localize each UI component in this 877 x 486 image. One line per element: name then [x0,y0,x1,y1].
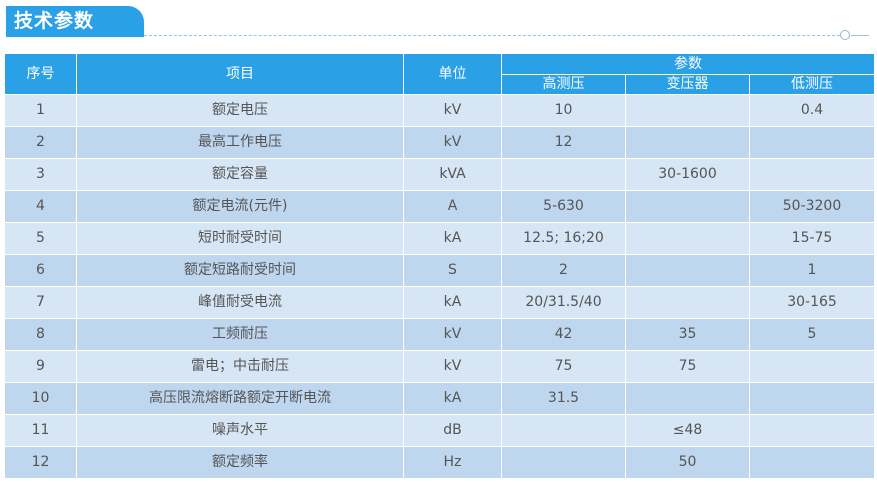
cell-transformer [626,222,750,254]
cell-item: 额定电压 [77,94,404,126]
cell-low-side [750,382,875,414]
cell-item: 额定短路耐受时间 [77,254,404,286]
cell-transformer: 50 [626,446,750,478]
cell-unit: S [404,254,502,286]
title-divider [144,35,840,36]
cell-unit: dB [404,414,502,446]
cell-seq: 7 [5,286,77,318]
header-seq: 序号 [5,54,77,94]
table-row: 4 额定电流(元件) A 5-630 50-3200 [5,190,875,222]
cell-transformer [626,94,750,126]
cell-low-side [750,414,875,446]
cell-seq: 5 [5,222,77,254]
table-row: 9 雷电；中击耐压 kV 75 75 [5,350,875,382]
cell-unit: kV [404,126,502,158]
cell-item: 额定频率 [77,446,404,478]
cell-seq: 8 [5,318,77,350]
cell-low-side: 30-165 [750,286,875,318]
cell-unit: Hz [404,446,502,478]
cell-item: 峰值耐受电流 [77,286,404,318]
table-row: 10 高压限流熔断路额定开断电流 kA 31.5 [5,382,875,414]
cell-high-side: 10 [502,94,626,126]
table-row: 3 额定容量 kVA 30-1600 [5,158,875,190]
cell-low-side [750,126,875,158]
cell-transformer [626,382,750,414]
table-row: 11 噪声水平 dB ≤48 [5,414,875,446]
cell-high-side: 12.5; 16;20 [502,222,626,254]
cell-high-side [502,446,626,478]
header-params: 参数 [502,54,875,74]
cell-low-side: 0.4 [750,94,875,126]
cell-item: 噪声水平 [77,414,404,446]
cell-low-side [750,158,875,190]
cell-transformer: 35 [626,318,750,350]
cell-unit: kA [404,286,502,318]
cell-seq: 12 [5,446,77,478]
cell-unit: kV [404,318,502,350]
cell-seq: 1 [5,94,77,126]
header-transformer: 变压器 [626,74,750,94]
spec-table: 序号 项目 单位 参数 高测压 变压器 低测压 1 额定电压 kV 10 0.4 2 最高工… [5,54,875,478]
cell-low-side: 15-75 [750,222,875,254]
cell-low-side [750,350,875,382]
cell-item: 最高工作电压 [77,126,404,158]
cell-transformer [626,286,750,318]
cell-high-side: 31.5 [502,382,626,414]
cell-transformer [626,126,750,158]
cell-seq: 3 [5,158,77,190]
cell-unit: kA [404,222,502,254]
cell-unit: A [404,190,502,222]
cell-unit: kV [404,350,502,382]
table-row: 2 最高工作电压 kV 12 [5,126,875,158]
cell-item: 高压限流熔断路额定开断电流 [77,382,404,414]
header-high-side: 高测压 [502,74,626,94]
cell-transformer: 75 [626,350,750,382]
cell-high-side: 75 [502,350,626,382]
cell-transformer [626,190,750,222]
cell-item: 短时耐受时间 [77,222,404,254]
cell-high-side: 2 [502,254,626,286]
cell-high-side: 20/31.5/40 [502,286,626,318]
table-row: 1 额定电压 kV 10 0.4 [5,94,875,126]
cell-item: 雷电；中击耐压 [77,350,404,382]
cell-low-side: 50-3200 [750,190,875,222]
cell-seq: 6 [5,254,77,286]
divider-end-line [851,35,869,36]
header-unit: 单位 [404,54,502,94]
cell-seq: 10 [5,382,77,414]
cell-high-side [502,158,626,190]
section-title: 技术参数 [14,10,95,32]
cell-low-side: 1 [750,254,875,286]
cell-high-side: 5-630 [502,190,626,222]
cell-seq: 4 [5,190,77,222]
cell-low-side: 5 [750,318,875,350]
cell-seq: 2 [5,126,77,158]
cell-high-side: 12 [502,126,626,158]
cell-high-side: 42 [502,318,626,350]
table-row: 5 短时耐受时间 kA 12.5; 16;20 15-75 [5,222,875,254]
table-row: 6 额定短路耐受时间 S 2 1 [5,254,875,286]
cell-unit: kVA [404,158,502,190]
divider-circle-icon [840,30,850,40]
cell-unit: kA [404,382,502,414]
cell-item: 额定容量 [77,158,404,190]
table-row: 8 工频耐压 kV 42 35 5 [5,318,875,350]
table-row: 7 峰值耐受电流 kA 20/31.5/40 30-165 [5,286,875,318]
section-title-tab: 技术参数 [6,6,144,37]
header-item: 项目 [77,54,404,94]
cell-transformer: ≤48 [626,414,750,446]
cell-high-side [502,414,626,446]
cell-low-side [750,446,875,478]
header-low-side: 低测压 [750,74,875,94]
cell-unit: kV [404,94,502,126]
cell-transformer: 30-1600 [626,158,750,190]
cell-transformer [626,254,750,286]
table-row: 12 额定频率 Hz 50 [5,446,875,478]
cell-seq: 9 [5,350,77,382]
cell-item: 额定电流(元件) [77,190,404,222]
cell-item: 工频耐压 [77,318,404,350]
cell-seq: 11 [5,414,77,446]
